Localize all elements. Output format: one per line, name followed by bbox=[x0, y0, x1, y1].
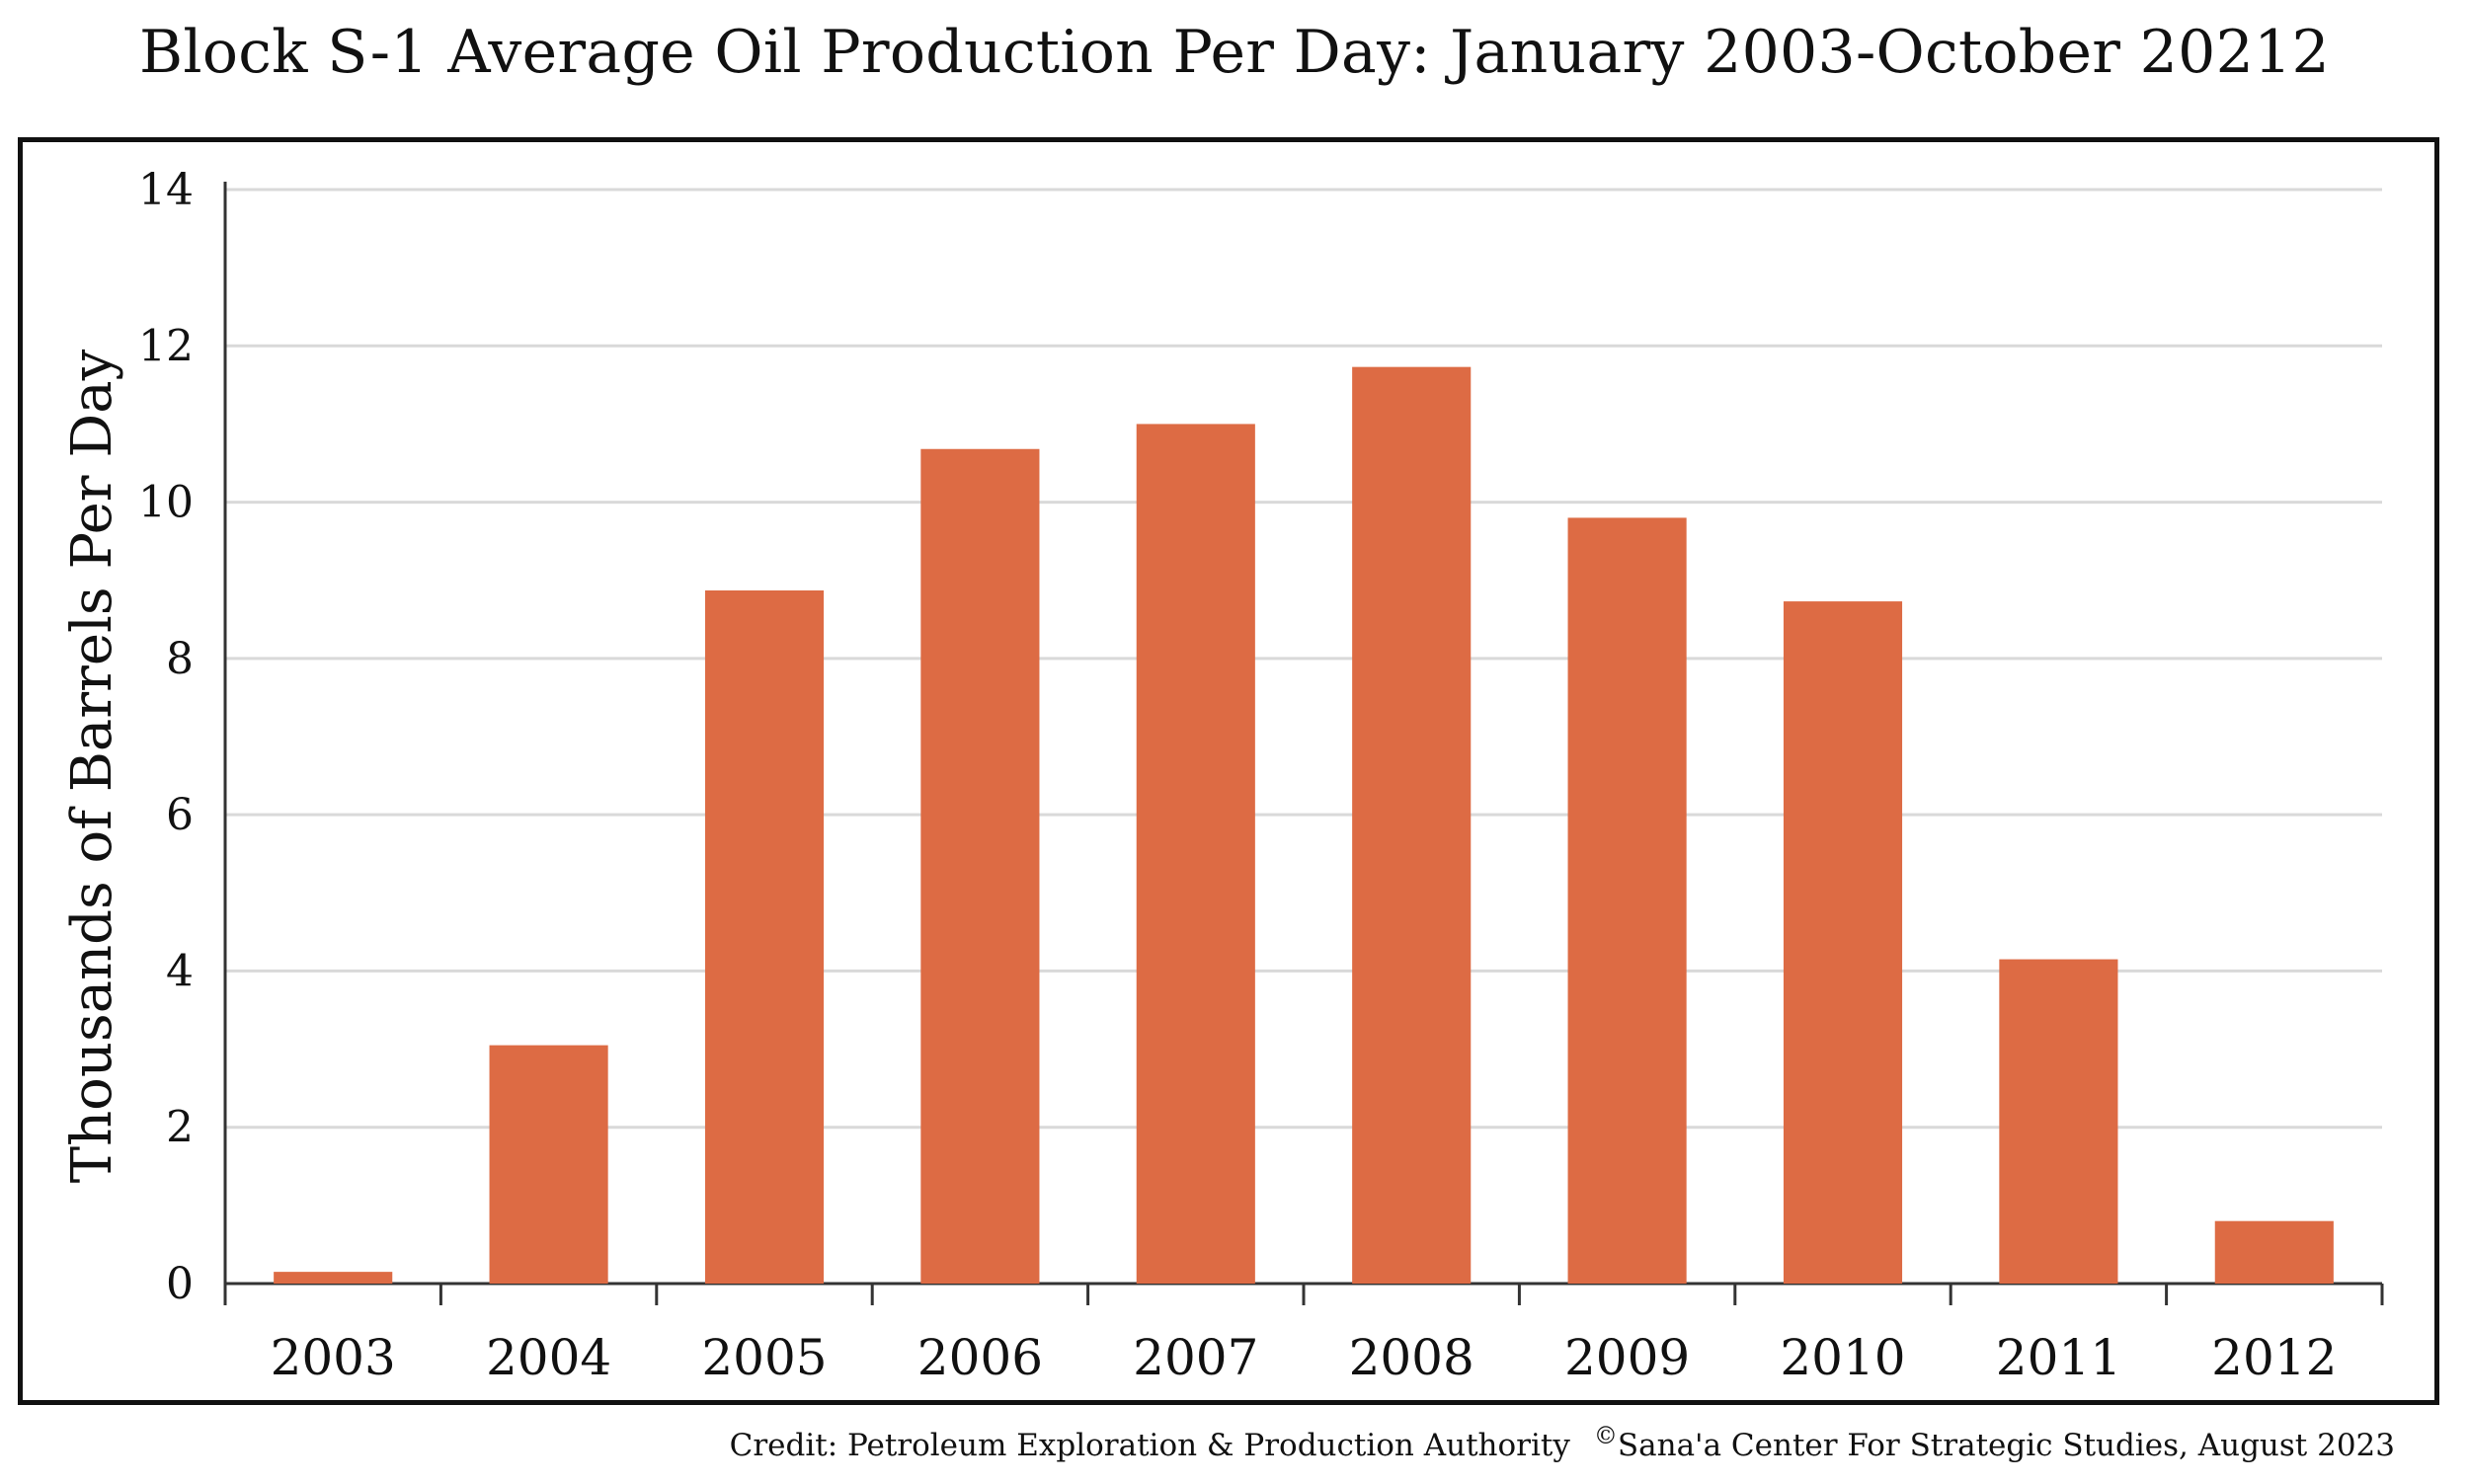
x-tick-label: 2009 bbox=[1564, 1329, 1690, 1386]
bar-2011 bbox=[1999, 959, 2118, 1284]
x-tick-label: 2003 bbox=[271, 1329, 396, 1386]
y-tick-label: 0 bbox=[166, 1259, 194, 1309]
bars bbox=[274, 366, 2334, 1284]
y-axis-label: Thousands of Barrels Per Day bbox=[60, 349, 124, 1183]
y-tick-label: 2 bbox=[166, 1103, 194, 1153]
y-tick-label: 8 bbox=[166, 634, 194, 684]
bar-2007 bbox=[1136, 424, 1255, 1284]
y-tick-label: 14 bbox=[138, 165, 194, 215]
copyright-symbol: © bbox=[1593, 1422, 1618, 1449]
credit-line: Credit: Petroleum Exploration & Producti… bbox=[730, 1422, 2395, 1463]
x-tick-label: 2008 bbox=[1349, 1329, 1474, 1386]
bar-2004 bbox=[489, 1045, 608, 1284]
bar-2005 bbox=[704, 590, 825, 1284]
bar-2006 bbox=[920, 448, 1040, 1284]
x-tick-label: 2006 bbox=[917, 1329, 1043, 1386]
x-tick-label: 2007 bbox=[1133, 1329, 1258, 1386]
x-tick-label: 2005 bbox=[701, 1329, 827, 1386]
bar-2009 bbox=[1567, 517, 1687, 1284]
bar-2003 bbox=[274, 1272, 393, 1284]
tick-labels: 0 2 4 6 8 10 12 14 2003 2004 2005 2006 2007 2008 2009 2… bbox=[138, 165, 2337, 1386]
x-tick-label: 2010 bbox=[1780, 1329, 1905, 1386]
x-tick-label: 2011 bbox=[1996, 1329, 2121, 1386]
chart-frame bbox=[18, 137, 2439, 1405]
chart-title: Block S-1 Average Oil Production Per Day… bbox=[138, 18, 2331, 87]
y-tick-label: 4 bbox=[166, 946, 194, 996]
bar-2012 bbox=[2214, 1220, 2334, 1284]
bar-2008 bbox=[1352, 366, 1472, 1284]
bar-2010 bbox=[1783, 601, 1903, 1284]
y-tick-label: 6 bbox=[166, 790, 194, 840]
x-tick-label: 2012 bbox=[2211, 1329, 2337, 1386]
credit-source: Credit: Petroleum Exploration & Producti… bbox=[729, 1428, 1570, 1463]
y-tick-label: 10 bbox=[138, 478, 194, 528]
x-tick-label: 2004 bbox=[486, 1329, 611, 1386]
credit-publisher: Sana'a Center For Strategic Studies, Aug… bbox=[1617, 1428, 2395, 1463]
y-tick-label: 12 bbox=[138, 321, 194, 371]
